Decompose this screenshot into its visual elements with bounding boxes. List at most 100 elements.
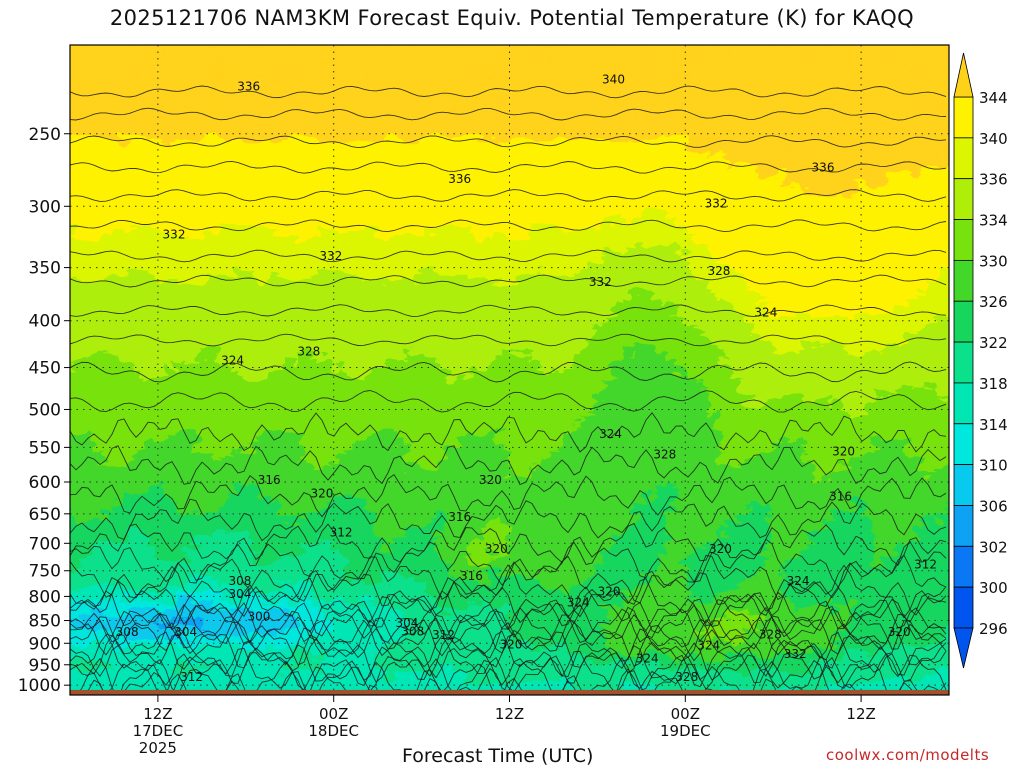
ground-surface <box>70 689 949 695</box>
contour-line <box>70 304 947 318</box>
colorbar-tick-label: 344 <box>979 89 1008 107</box>
contour-line <box>70 333 947 347</box>
contour-label: 300 <box>248 609 271 623</box>
colorbar-segment <box>953 586 974 629</box>
contour-line <box>76 657 947 695</box>
y-tick-label: 550 <box>29 438 61 458</box>
colorbar-extend-bottom <box>953 627 974 669</box>
contour-label: 332 <box>319 249 342 263</box>
colorbar-tick-label: 302 <box>979 538 1008 556</box>
contour-label: 320 <box>485 542 508 556</box>
contour-label: 336 <box>448 172 471 186</box>
contour-line <box>70 361 947 383</box>
colorbar-tick-label: 330 <box>979 252 1008 270</box>
x-tick-label: 19DEC <box>660 722 711 740</box>
contour-line <box>70 445 947 486</box>
contour-label: 332 <box>163 227 186 241</box>
contour-label: 316 <box>460 569 483 583</box>
contour-line <box>70 107 947 121</box>
contour-label: 324 <box>567 595 590 609</box>
contour-line <box>70 135 947 149</box>
y-tick-label: 450 <box>29 359 61 379</box>
contour-label: 340 <box>602 72 625 86</box>
contour-line <box>70 85 947 99</box>
contour-label: 328 <box>297 344 320 358</box>
contour-label: 320 <box>709 542 732 556</box>
contour-line <box>70 653 936 695</box>
contour-label: 312 <box>330 525 353 539</box>
contour-line <box>70 595 947 647</box>
contour-label: 324 <box>221 353 244 367</box>
contour-line <box>70 160 947 174</box>
contour-line <box>70 554 947 604</box>
contour-line <box>70 606 947 662</box>
chart-title: 2025121706 NAM3KM Forecast Equiv. Potent… <box>109 6 915 30</box>
y-tick-label: 900 <box>29 634 61 654</box>
contour-label: 304 <box>228 587 251 601</box>
contour-line <box>70 274 947 288</box>
contour-label: 320 <box>598 584 621 598</box>
contour-label: 320 <box>479 473 502 487</box>
y-tick-label: 650 <box>29 505 61 525</box>
colorbar-tick-label: 300 <box>979 579 1008 597</box>
contour-line <box>70 564 947 618</box>
contour-label: 320 <box>500 638 523 652</box>
y-tick-label: 400 <box>29 312 61 332</box>
contour-label: 332 <box>589 275 612 289</box>
contour-line <box>70 619 947 679</box>
y-tick-label: 800 <box>29 587 61 607</box>
y-tick-label: 600 <box>29 473 61 493</box>
colorbar-segment <box>953 96 974 139</box>
y-tick-label: 700 <box>29 534 61 554</box>
colorbar-tick-label: 314 <box>979 416 1008 434</box>
contour-line <box>70 576 947 628</box>
x-tick-label: 12Z <box>143 705 172 723</box>
grid-lines <box>70 45 949 695</box>
contour-label: 304 <box>174 625 197 639</box>
colorbar-tick-label: 326 <box>979 293 1008 311</box>
colorbar-tick-label: 318 <box>979 375 1008 393</box>
contour-line <box>70 584 947 639</box>
colorbar-tick-label: 306 <box>979 497 1008 515</box>
colorbar: 296 300 302 306 310 314 318 322 326 330 334 336 340 3… <box>953 52 1008 669</box>
contour-label: 324 <box>697 638 720 652</box>
contour-label: 316 <box>258 473 281 487</box>
y-axis: 2503003504004505005506006507007508008509… <box>18 125 70 696</box>
contour-line <box>70 522 947 566</box>
colorbar-tick-label: 334 <box>979 212 1008 230</box>
contour-label: 328 <box>653 448 676 462</box>
y-tick-label: 300 <box>29 197 61 217</box>
colorbar-tick-label: 296 <box>979 620 1008 638</box>
contour-line <box>70 249 947 263</box>
contour-label: 308 <box>401 625 424 639</box>
colorbar-segment <box>953 464 974 506</box>
contour-label: 336 <box>237 80 260 94</box>
contour-label: 316 <box>448 510 471 524</box>
contour-label: 320 <box>832 445 855 459</box>
colorbar-segment <box>953 137 974 180</box>
contour-label: 332 <box>784 647 807 661</box>
y-tick-label: 250 <box>29 125 61 145</box>
contour-line <box>70 498 947 542</box>
colorbar-extend-top <box>953 52 974 98</box>
x-axis-label: Forecast Time (UTC) <box>402 745 594 767</box>
colorbar-segment <box>953 300 974 343</box>
contour-label: 324 <box>787 574 810 588</box>
y-tick-label: 950 <box>29 656 61 676</box>
contour-label: 312 <box>432 628 455 642</box>
colorbar-segment <box>953 219 974 261</box>
contour-label: 308 <box>116 625 139 639</box>
colorbar-tick-label: 336 <box>979 171 1008 189</box>
x-tick-label: 2025 <box>139 739 177 757</box>
y-tick-label: 1000 <box>18 676 61 696</box>
colorbar-segment <box>953 341 974 384</box>
contour-label: 324 <box>754 306 777 320</box>
y-tick-label: 850 <box>29 612 61 632</box>
x-tick-label: 00Z <box>671 705 700 723</box>
contour-line <box>70 390 947 413</box>
contour-line <box>70 538 947 588</box>
y-tick-label: 350 <box>29 259 61 279</box>
contour-lines <box>70 85 947 695</box>
